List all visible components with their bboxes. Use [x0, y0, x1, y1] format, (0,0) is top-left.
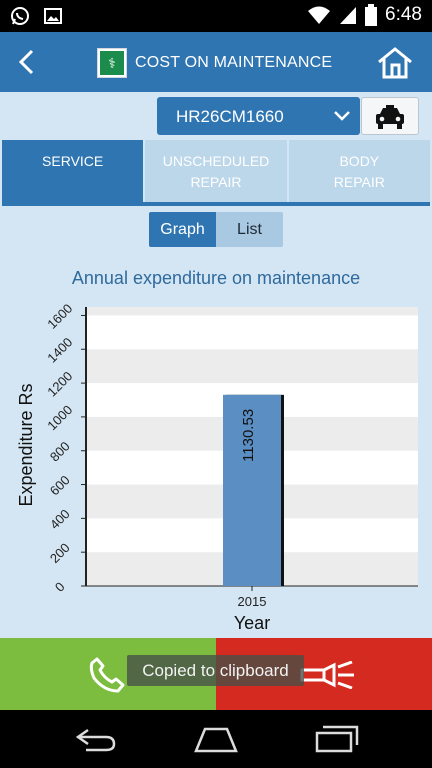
phone-icon	[89, 657, 125, 693]
graph-toggle-button[interactable]: Graph	[149, 212, 216, 247]
navigation-bar	[0, 710, 432, 768]
tab-body-label-2: REPAIR	[333, 174, 385, 190]
tab-body-label: BODY	[339, 153, 380, 169]
grid-band	[86, 349, 418, 384]
vehicle-button[interactable]	[361, 97, 419, 135]
chart-title: Annual expenditure on maintenance	[71, 268, 361, 288]
home-icon	[378, 47, 412, 79]
nav-back-icon[interactable]	[74, 728, 118, 752]
y-tick-label: 600	[47, 472, 73, 498]
tab-unscheduled-label-2: REPAIR	[190, 174, 242, 190]
tab-unscheduled-label: UNSCHEDULED	[162, 153, 270, 169]
vehicle-dropdown-value: HR26CM1660	[176, 107, 284, 126]
tab-service[interactable]: SERVICE	[2, 140, 144, 202]
y-axis-label: Expenditure Rs	[16, 383, 36, 506]
y-tick-label: 1200	[44, 368, 75, 399]
battery-icon	[365, 4, 378, 26]
wifi-icon	[308, 6, 331, 24]
grid-band	[86, 307, 418, 316]
tabs-underline	[2, 202, 430, 206]
signal-icon	[340, 7, 357, 24]
chevron-down-icon	[334, 111, 350, 121]
nav-recents-icon[interactable]	[315, 725, 359, 753]
nav-home-icon[interactable]	[193, 727, 239, 753]
view-toggle: Graph List	[149, 212, 283, 247]
status-time: 6:48	[385, 4, 422, 25]
x-tick-label: 2015	[238, 594, 267, 609]
bar	[223, 394, 281, 586]
y-tick-label: 1000	[44, 402, 75, 433]
bar-data-label: 1130.53	[240, 409, 257, 462]
y-tick-label: 1600	[44, 301, 75, 332]
page-title: COST ON MAINTENANCE	[135, 54, 333, 71]
x-axis-label: Year	[234, 613, 270, 633]
whatsapp-icon	[11, 7, 29, 25]
app-logo-icon: ⚕	[97, 48, 127, 78]
image-icon	[44, 8, 62, 24]
app-bar: ⚕ COST ON MAINTENANCE	[0, 32, 432, 92]
tab-service-label: SERVICE	[42, 153, 104, 169]
back-button[interactable]	[10, 44, 46, 80]
home-button[interactable]	[376, 46, 414, 80]
y-tick-label: 800	[47, 439, 73, 465]
status-bar: 6:48	[0, 0, 432, 32]
vehicle-dropdown[interactable]: HR26CM1660	[157, 97, 360, 135]
toast-message: Copied to clipboard	[127, 655, 304, 686]
y-tick-label: 1400	[44, 335, 75, 366]
y-tick-label: 400	[47, 506, 73, 532]
category-tabs: SERVICE UNSCHEDULED REPAIR BODY REPAIR	[2, 140, 430, 202]
tab-body-repair[interactable]: BODY REPAIR	[288, 140, 430, 202]
list-toggle-button[interactable]: List	[216, 212, 283, 247]
back-chevron-icon	[18, 49, 34, 75]
y-tick-label: 0	[52, 579, 68, 595]
y-tick-label: 200	[47, 540, 73, 566]
flashlight-icon	[300, 661, 354, 689]
tab-unscheduled-repair[interactable]: UNSCHEDULED REPAIR	[145, 140, 287, 202]
taxi-icon	[376, 105, 404, 129]
